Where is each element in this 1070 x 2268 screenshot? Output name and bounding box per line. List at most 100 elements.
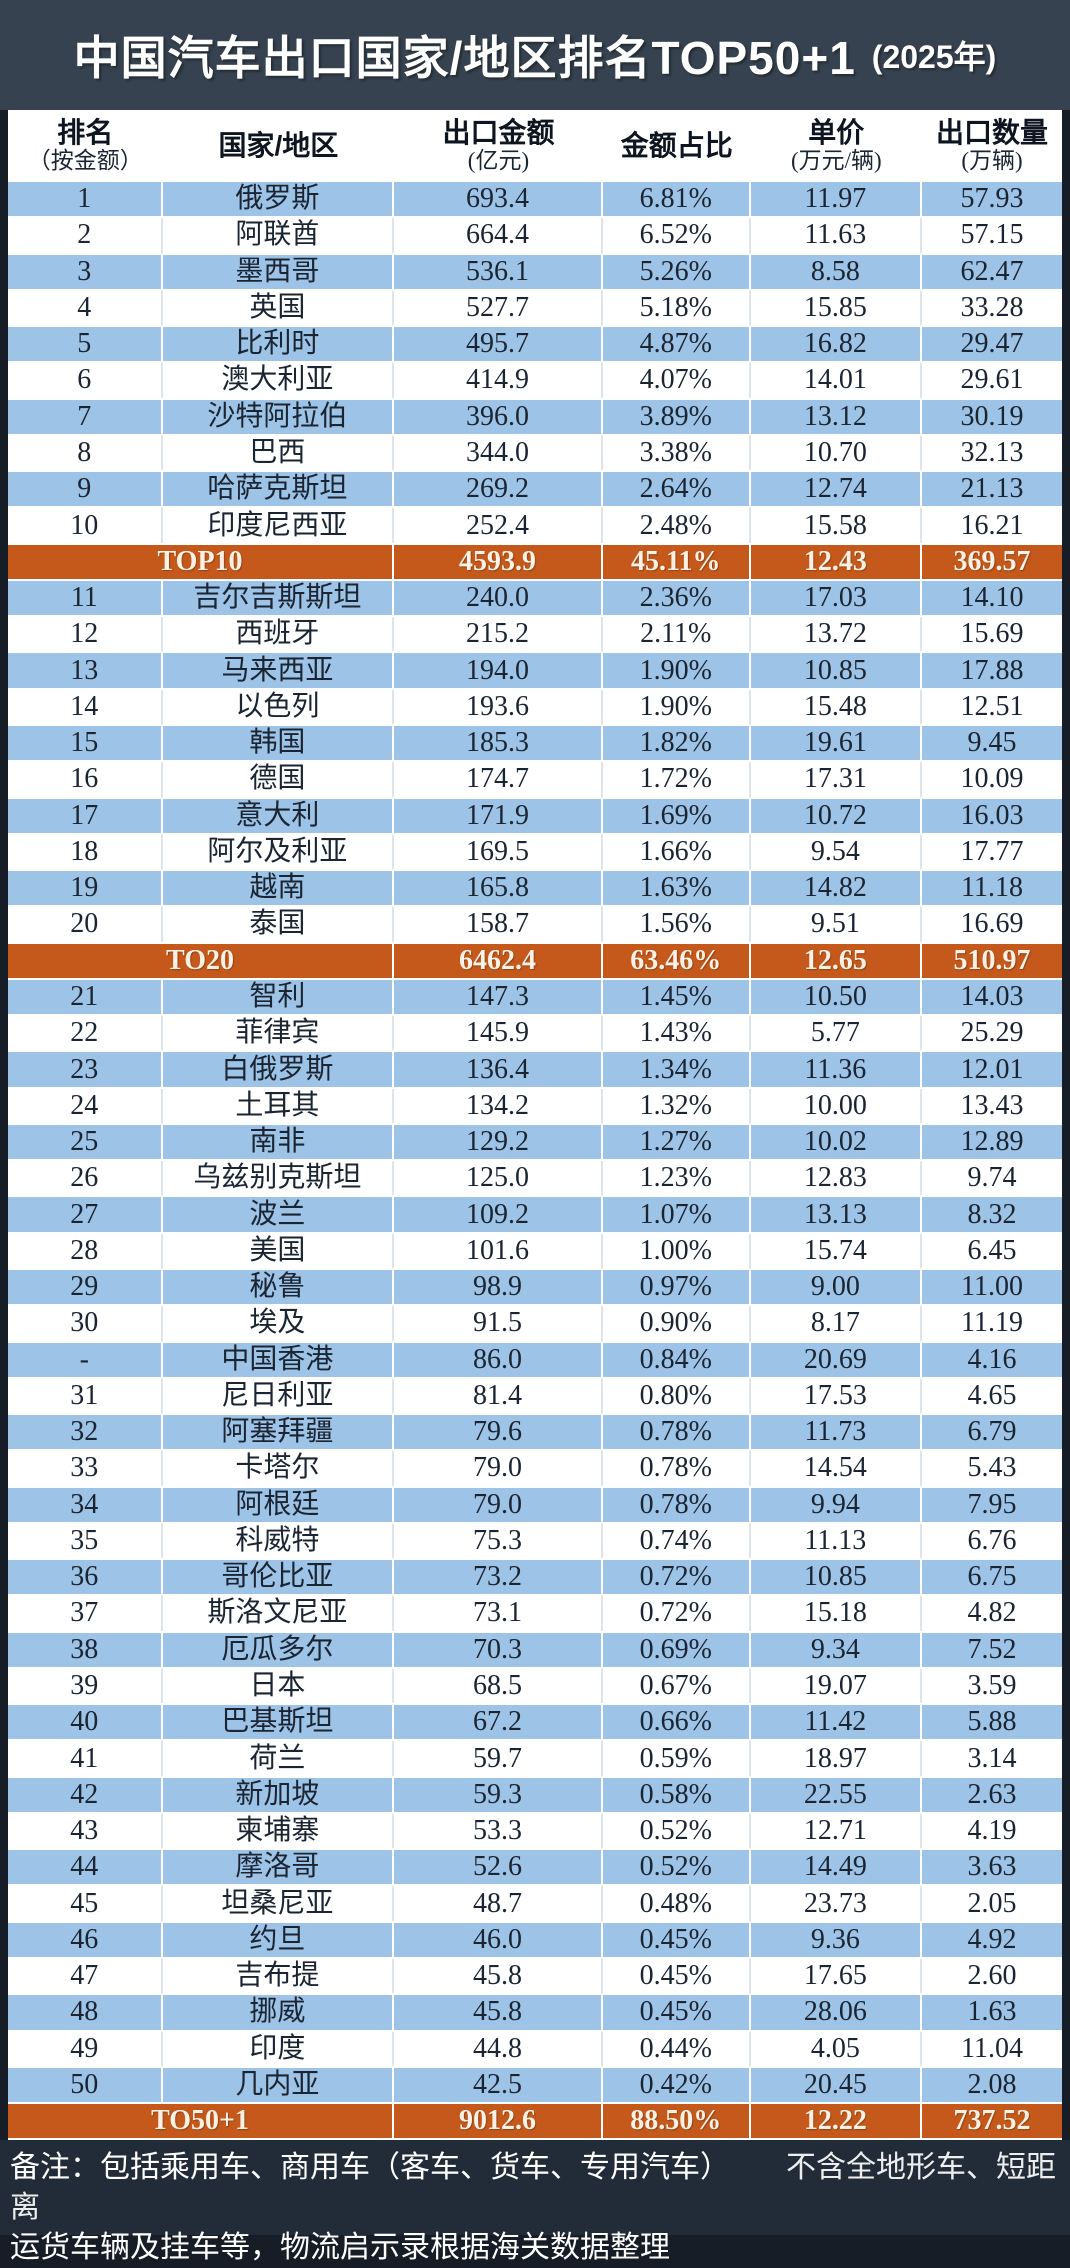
cell-amount: 98.9 xyxy=(394,1269,603,1305)
cell-unit-price: 4.05 xyxy=(750,2031,922,2066)
cell-share: 5.26% xyxy=(602,254,751,289)
cell-unit-price: 15.85 xyxy=(750,290,922,326)
header-export-amount: 出口金额 (亿元) xyxy=(394,110,603,182)
cell-share: 1.07% xyxy=(602,1197,751,1232)
cell-share: 2.36% xyxy=(602,580,751,616)
cell-share: 1.34% xyxy=(602,1052,751,1087)
cell-rank: 45 xyxy=(8,1886,163,1921)
cell-country: 阿塞拜疆 xyxy=(162,1415,395,1450)
header-country: 国家/地区 xyxy=(163,110,394,182)
cell-quantity: 4.16 xyxy=(922,1342,1062,1377)
cell-quantity: 6.76 xyxy=(922,1523,1062,1559)
cell-country: 比利时 xyxy=(162,327,395,362)
cell-quantity: 29.47 xyxy=(922,327,1062,362)
header-quantity-sublabel: (万辆) xyxy=(961,147,1023,173)
header-unit-price: 单价 (万元/辆) xyxy=(751,110,922,182)
cell-unit-price: 10.85 xyxy=(750,1560,922,1595)
cell-share: 1.82% xyxy=(602,725,751,761)
cell-quantity: 13.43 xyxy=(922,1088,1062,1123)
summary-row: TOP10 4593.9 45.11% 12.43 369.57 xyxy=(8,544,1062,581)
cell-country: 南非 xyxy=(162,1124,395,1160)
cell-quantity: 12.01 xyxy=(922,1052,1062,1087)
cell-amount: 46.0 xyxy=(394,1922,603,1958)
header-unit-price-sublabel: (万元/辆) xyxy=(790,147,882,173)
table-row: 11 吉尔吉斯斯坦 240.0 2.36% 17.03 14.10 xyxy=(8,580,1062,618)
table-row: 23 白俄罗斯 136.4 1.34% 11.36 12.01 xyxy=(8,1052,1062,1089)
cell-country: 吉布提 xyxy=(162,1959,395,1994)
cell-quantity: 6.45 xyxy=(922,1233,1062,1268)
cell-quantity: 3.63 xyxy=(922,1850,1062,1885)
cell-rank: 18 xyxy=(8,834,163,870)
cell-amount: 67.2 xyxy=(394,1705,603,1740)
cell-unit-price: 13.12 xyxy=(750,399,922,434)
cell-country: 乌兹别克斯坦 xyxy=(162,1161,395,1196)
cell-unit-price: 8.58 xyxy=(750,254,922,289)
cell-rank: 42 xyxy=(8,1777,163,1812)
cell-unit-price: 10.50 xyxy=(750,979,922,1015)
table-row: 47 吉布提 45.8 0.45% 17.65 2.60 xyxy=(8,1959,1062,1996)
cell-quantity: 30.19 xyxy=(922,399,1062,434)
cell-unit-price: 12.43 xyxy=(750,544,922,579)
cell-amount: 536.1 xyxy=(394,254,603,289)
cell-unit-price: 9.36 xyxy=(750,1922,922,1958)
cell-unit-price: 11.13 xyxy=(750,1523,922,1559)
cell-unit-price: 9.00 xyxy=(750,1269,922,1305)
cell-amount: 70.3 xyxy=(394,1632,603,1667)
cell-amount: 174.7 xyxy=(394,762,603,797)
cell-unit-price: 12.83 xyxy=(750,1161,922,1196)
footnote-line1-left: 备注：包括乘用车、商用车（客车、货车、专用汽车） xyxy=(10,2151,730,2184)
table-row: 3 墨西哥 536.1 5.26% 8.58 62.47 xyxy=(8,254,1062,291)
cell-country: 斯洛文尼亚 xyxy=(162,1596,395,1631)
cell-amount: 396.0 xyxy=(394,399,603,434)
cell-quantity: 8.32 xyxy=(922,1197,1062,1232)
table-row: 25 南非 129.2 1.27% 10.02 12.89 xyxy=(8,1124,1062,1162)
cell-rank: 3 xyxy=(8,254,163,289)
cell-country: 巴西 xyxy=(162,435,395,471)
cell-share: 0.45% xyxy=(602,1959,751,1994)
cell-country: 埃及 xyxy=(162,1306,395,1341)
cell-share: 88.50% xyxy=(602,2104,751,2139)
cell-rank: 40 xyxy=(8,1705,163,1740)
cell-amount: 53.3 xyxy=(394,1813,603,1849)
cell-unit-price: 22.55 xyxy=(750,1777,922,1812)
cell-country: 摩洛哥 xyxy=(162,1850,395,1885)
cell-share: 1.56% xyxy=(602,907,751,942)
cell-unit-price: 11.42 xyxy=(750,1705,922,1740)
cell-share: 0.44% xyxy=(602,2031,751,2066)
cell-quantity: 369.57 xyxy=(922,544,1062,579)
cell-share: 0.48% xyxy=(602,1886,751,1921)
table-row: 14 以色列 193.6 1.90% 15.48 12.51 xyxy=(8,689,1062,726)
cell-quantity: 9.45 xyxy=(922,725,1062,761)
cell-share: 0.90% xyxy=(602,1306,751,1341)
table-row: 34 阿根廷 79.0 0.78% 9.94 7.95 xyxy=(8,1487,1062,1524)
cell-unit-price: 10.72 xyxy=(750,798,922,833)
cell-unit-price: 17.65 xyxy=(750,1959,922,1994)
cell-share: 4.87% xyxy=(602,327,751,362)
cell-share: 0.52% xyxy=(602,1850,751,1885)
cell-rank: 37 xyxy=(8,1596,163,1631)
cell-summary-label: TO20 xyxy=(8,943,395,978)
cell-share: 1.00% xyxy=(602,1233,751,1268)
cell-country: 厄瓜多尔 xyxy=(162,1632,395,1667)
cell-quantity: 11.00 xyxy=(922,1269,1062,1305)
cell-amount: 101.6 xyxy=(394,1233,603,1268)
cell-rank: 38 xyxy=(8,1632,163,1667)
cell-amount: 125.0 xyxy=(394,1161,603,1196)
page-title: 中国汽车出口国家/地区排名TOP50+1 xyxy=(73,32,856,84)
cell-country: 俄罗斯 xyxy=(162,182,395,217)
cell-share: 5.18% xyxy=(602,290,751,326)
cell-unit-price: 20.69 xyxy=(750,1342,922,1377)
cell-quantity: 62.47 xyxy=(922,254,1062,289)
cell-unit-price: 20.45 xyxy=(750,2067,922,2103)
cell-share: 0.42% xyxy=(602,2067,751,2103)
cell-unit-price: 17.03 xyxy=(750,580,922,616)
cell-amount: 134.2 xyxy=(394,1088,603,1123)
cell-country: 澳大利亚 xyxy=(162,363,395,398)
footnote-line1: 备注：包括乘用车、商用车（客车、货车、专用汽车） 不含全地形车、短距离 xyxy=(10,2148,1060,2228)
cell-rank: 10 xyxy=(8,508,163,543)
cell-unit-price: 10.00 xyxy=(750,1088,922,1123)
cell-amount: 44.8 xyxy=(394,2031,603,2066)
table-row: 8 巴西 344.0 3.38% 10.70 32.13 xyxy=(8,435,1062,473)
cell-share: 0.78% xyxy=(602,1451,751,1486)
cell-amount: 48.7 xyxy=(394,1886,603,1921)
